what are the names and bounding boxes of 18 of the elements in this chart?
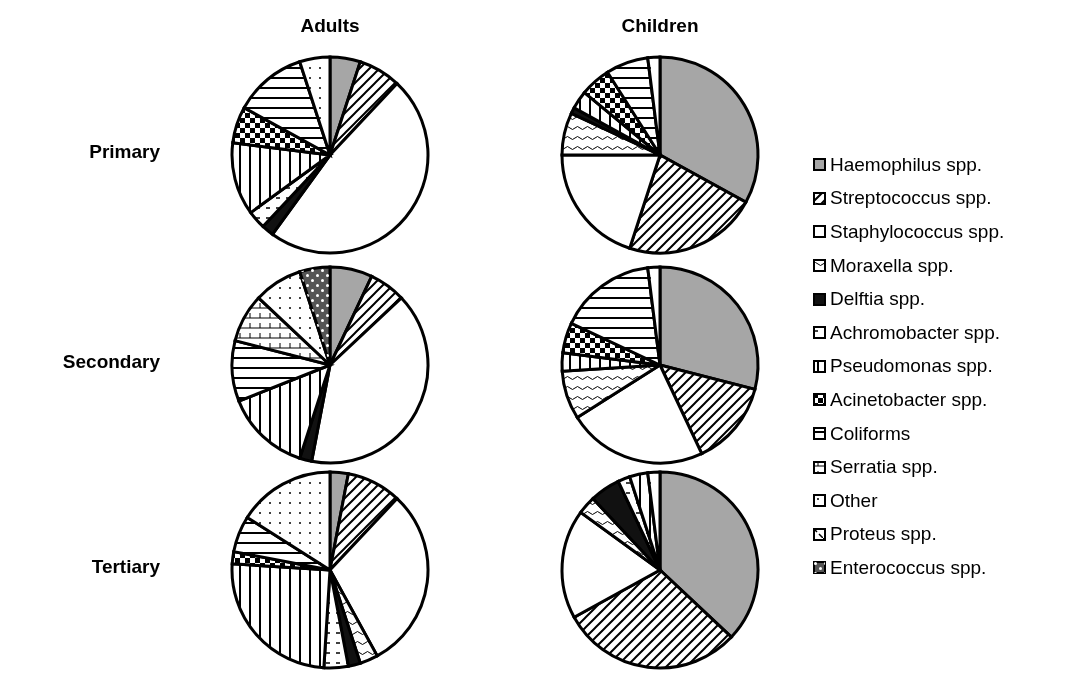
legend-label: Haemophilus spp.	[830, 153, 983, 176]
text: Secondary	[62, 351, 160, 373]
legend-label: Serratia spp.	[830, 456, 938, 479]
legend-label: Delftia spp.	[830, 288, 926, 311]
legend-label: Staphylococcus spp.	[830, 220, 1005, 243]
legend-label: Proteus spp.	[830, 523, 937, 546]
legend-label: Achromobacter spp.	[830, 321, 1001, 344]
text: Primary	[89, 141, 160, 163]
chart-title: Children	[620, 15, 700, 37]
legend-label: Other	[830, 489, 878, 512]
legend-label: Pseudomonas spp.	[830, 355, 993, 378]
chart-title: Adults	[299, 15, 361, 37]
legend-label: Streptococcus spp.	[830, 187, 992, 210]
text: Tertiary	[91, 556, 160, 578]
legend-label: Enterococcus spp.	[830, 556, 987, 579]
legend-label: Moraxella spp.	[830, 254, 954, 277]
legend-label: Acinetobacter spp.	[830, 388, 988, 411]
legend-label: Coliforms	[830, 422, 911, 445]
